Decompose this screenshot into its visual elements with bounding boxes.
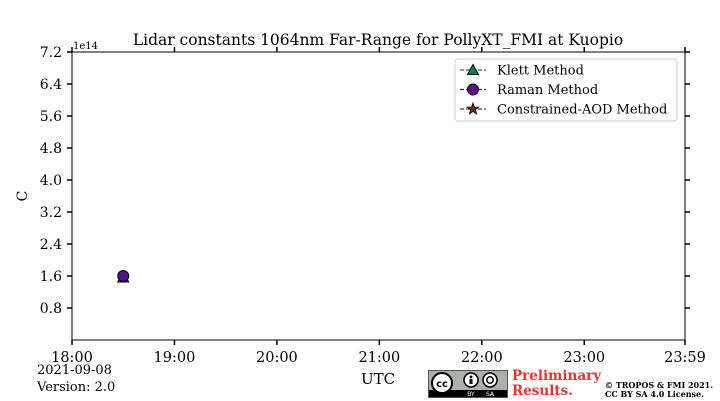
- y-tick-label: 0.8: [40, 301, 62, 317]
- legend-label: Klett Method: [497, 64, 584, 79]
- x-tick-label: 20:00: [256, 350, 298, 366]
- copyright-line2: CC BY SA 4.0 License.: [605, 389, 704, 399]
- x-tick-label: 18:00: [51, 350, 93, 366]
- preliminary-line2: Results.: [512, 383, 573, 399]
- y-offset-label: 1e14: [73, 41, 98, 52]
- y-tick-label: 2.4: [40, 237, 62, 253]
- x-tick-label: 23:00: [563, 350, 605, 366]
- cc-by-sa-badge: cc BY SA: [428, 370, 508, 398]
- x-tick-label: 22:00: [461, 350, 503, 366]
- legend: Klett Method Raman Method Constrained-AOD …: [454, 58, 678, 122]
- x-axis-label: UTC: [361, 370, 395, 388]
- legend-marker-triangle: [466, 63, 480, 75]
- legend-marker-circle: [467, 83, 479, 96]
- y-tick-label: 5.6: [40, 109, 62, 125]
- data-marks: [116, 270, 130, 283]
- x-tick-label: 19:00: [154, 350, 196, 366]
- preliminary-line1: Preliminary: [512, 368, 602, 384]
- badge-sa: SA: [486, 391, 495, 397]
- svg-text:cc: cc: [436, 379, 448, 390]
- x-tick-label: 23:59: [664, 350, 706, 366]
- chart-title: Lidar constants 1064nm Far-Range for Pol…: [133, 31, 623, 49]
- badge-by: BY: [467, 391, 475, 397]
- y-tick-label: 4.8: [40, 141, 62, 157]
- legend-label: Constrained-AOD Method: [497, 103, 667, 118]
- axes: 0.8 1.6 2.4 3.2 4.0 4.8 5.6 6.4 7.2 18:00 19:00 20:…: [40, 45, 706, 366]
- sa-icon: [482, 372, 498, 388]
- y-tick-label: 3.2: [40, 205, 62, 221]
- data-point-circle: [117, 270, 130, 282]
- copyright-line1: © TROPOS & FMI 2021.: [605, 380, 714, 390]
- y-tick-label: 1.6: [40, 269, 62, 285]
- legend-marker-star: [466, 101, 480, 115]
- date-label: 2021-09-08: [37, 363, 112, 378]
- legend-label: Raman Method: [497, 83, 598, 98]
- version-label: Version: 2.0: [37, 380, 116, 395]
- y-tick-label: 6.4: [40, 77, 62, 93]
- legend-box: [454, 58, 678, 122]
- plot-frame: [71, 51, 686, 341]
- y-tick-label: 4.0: [40, 173, 62, 189]
- x-tick-label: 21:00: [358, 350, 400, 366]
- cc-icon: [431, 372, 453, 394]
- preliminary-note: Preliminary Results.: [512, 369, 601, 399]
- copyright-note: © TROPOS & FMI 2021. CC BY SA 4.0 Licens…: [605, 381, 713, 399]
- y-tick-label: 7.2: [40, 45, 62, 61]
- y-axis-label: C: [15, 191, 31, 202]
